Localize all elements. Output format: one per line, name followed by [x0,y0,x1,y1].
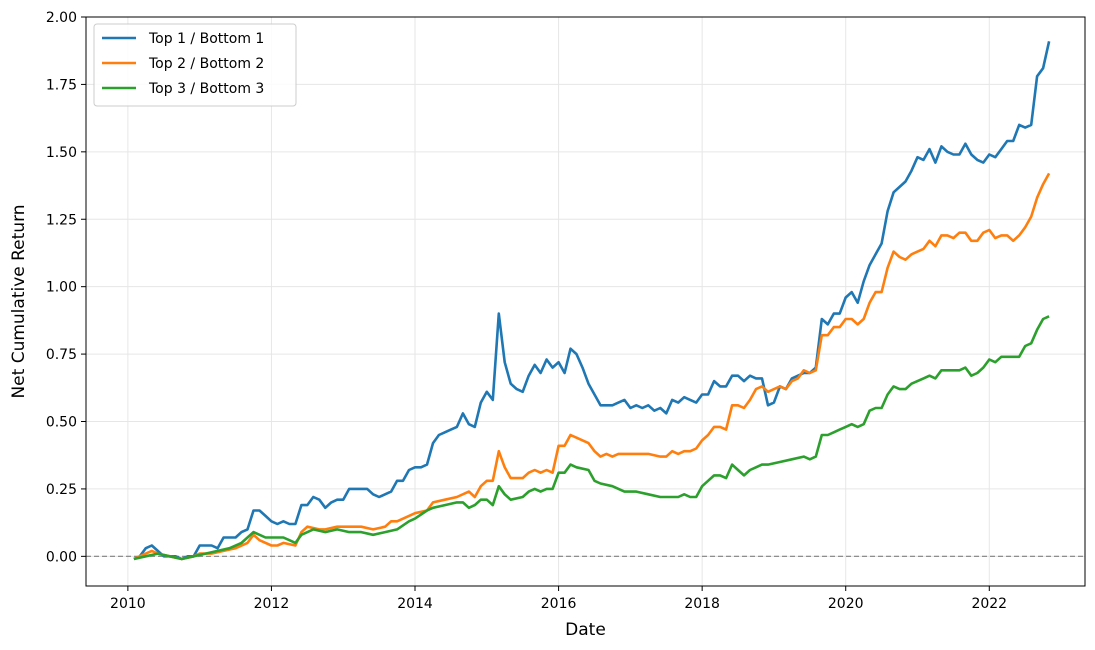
x-tick-label: 2012 [254,596,290,612]
y-axis-ticks: 0.00 0.25 0.50 0.75 1.00 1.25 1.50 1.75 2.00 [46,10,86,565]
y-tick-label: 0.75 [46,347,77,363]
plot-area-frame [85,16,1086,587]
y-axis-label: Net Cumulative Return [9,204,29,398]
y-tick-label: 0.25 [46,482,77,498]
x-axis-label: Date [565,620,606,640]
y-tick-label: 0.00 [46,549,77,565]
series-lines [133,41,1051,561]
x-tick-label: 2022 [971,596,1007,612]
x-tick-label: 2018 [684,596,720,612]
grid [86,16,1085,586]
series-line-2 [133,172,1051,561]
legend-entry-label: Top 1 / Bottom 1 [148,31,264,47]
series-line-3 [133,315,1050,561]
y-tick-label: 1.25 [46,212,77,228]
x-tick-label: 2010 [110,596,146,612]
x-tick-label: 2016 [541,596,577,612]
legend-entry-label: Top 2 / Bottom 2 [148,56,264,72]
y-tick-label: 2.00 [46,10,77,26]
y-tick-label: 1.75 [46,77,77,93]
x-tick-label: 2014 [397,596,433,612]
legend: Top 1 / Bottom 1 Top 2 / Bottom 2 Top 3 / … [93,23,297,107]
x-axis-ticks: 2010 2012 2014 2016 2018 2020 2022 [110,586,1007,612]
x-tick-label: 2020 [828,596,864,612]
legend-entry-label: Top 3 / Bottom 3 [148,81,264,97]
y-tick-label: 1.50 [46,145,77,161]
series-line-1 [133,41,1051,561]
y-tick-label: 1.00 [46,280,77,296]
legend-box [93,23,297,107]
y-tick-label: 0.50 [46,415,77,431]
